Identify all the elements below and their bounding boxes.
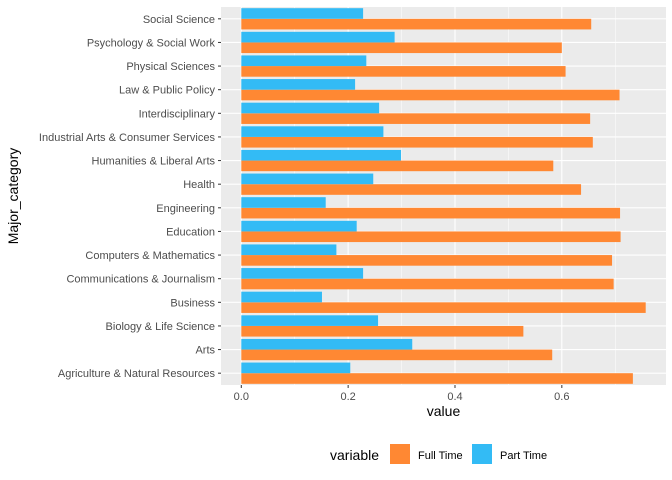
bar-part-time <box>241 55 367 67</box>
y-tick-label: Interdisciplinary <box>139 108 216 120</box>
bar-part-time <box>241 8 364 19</box>
bar-full-time <box>241 42 562 54</box>
bar-part-time <box>241 362 351 374</box>
bar-full-time <box>241 231 621 243</box>
legend: variable Full Time Part Time <box>330 444 547 464</box>
y-tick-label: Computers & Mathematics <box>85 250 215 262</box>
legend-key-full-time <box>390 444 410 464</box>
bar-full-time <box>241 136 593 148</box>
y-axis-title: Major_category <box>5 148 21 245</box>
bar-part-time <box>241 291 322 303</box>
x-tick-label: 0.6 <box>554 391 569 403</box>
legend-label: Part Time <box>500 450 547 462</box>
legend-label: Full Time <box>418 450 463 462</box>
y-tick-label: Communications & Journalism <box>66 274 215 286</box>
bars-group <box>241 8 646 384</box>
y-tick-label: Arts <box>195 345 215 357</box>
bar-full-time <box>241 349 553 361</box>
y-tick-label: Biology & Life Science <box>106 321 215 333</box>
y-tick-label: Humanities & Liberal Arts <box>92 156 216 168</box>
bar-full-time <box>241 207 621 219</box>
bar-full-time <box>241 66 566 77</box>
bar-part-time <box>241 197 326 208</box>
y-tick-label: Agriculture & Natural Resources <box>58 368 216 380</box>
bar-part-time <box>241 268 364 279</box>
y-tick-label: Industrial Arts & Consumer Services <box>39 132 216 144</box>
y-tick-label: Health <box>183 179 215 191</box>
bar-full-time <box>241 373 633 384</box>
bar-part-time <box>241 220 357 232</box>
bar-part-time <box>241 173 374 185</box>
y-axis-ticks: Agriculture & Natural Resources Arts Biolo… <box>39 14 221 380</box>
bar-part-time <box>241 79 356 90</box>
bar-part-time <box>241 102 380 114</box>
x-tick-label: 0.2 <box>340 391 355 403</box>
bar-full-time <box>241 302 646 313</box>
x-axis-title: value <box>427 403 461 419</box>
y-tick-label: Business <box>170 297 215 309</box>
y-tick-label: Law & Public Policy <box>119 85 215 97</box>
bar-part-time <box>241 31 395 43</box>
y-tick-label: Education <box>166 226 215 238</box>
bar-full-time <box>241 325 524 337</box>
y-tick-label: Physical Sciences <box>126 61 215 73</box>
x-axis-ticks: 0.0 0.2 0.4 0.6 <box>234 385 569 403</box>
bar-part-time <box>241 126 384 137</box>
legend-title: variable <box>330 447 379 463</box>
bar-full-time <box>241 184 582 195</box>
y-tick-label: Engineering <box>156 203 215 215</box>
bar-full-time <box>241 113 591 124</box>
x-tick-label: 0.4 <box>447 391 462 403</box>
y-tick-label: Psychology & Social Work <box>87 37 216 49</box>
bar-full-time <box>241 255 613 266</box>
legend-key-part-time <box>472 444 492 464</box>
bar-full-time <box>241 160 554 172</box>
x-tick-label: 0.0 <box>234 391 249 403</box>
bar-part-time <box>241 338 413 350</box>
bar-part-time <box>241 315 379 326</box>
bar-part-time <box>241 149 402 161</box>
bar-part-time <box>241 244 337 256</box>
y-tick-label: Social Science <box>143 14 215 26</box>
bar-full-time <box>241 18 592 30</box>
bar-full-time <box>241 278 614 290</box>
bar-full-time <box>241 89 620 101</box>
